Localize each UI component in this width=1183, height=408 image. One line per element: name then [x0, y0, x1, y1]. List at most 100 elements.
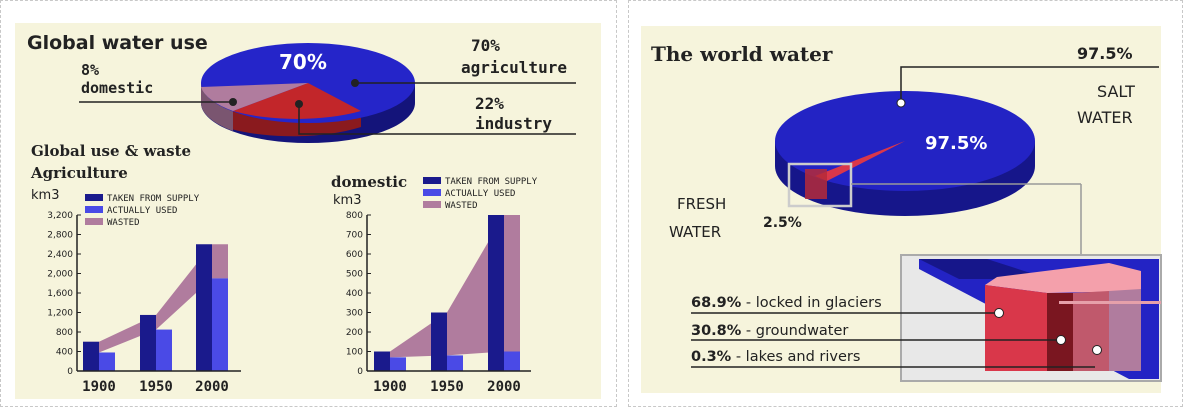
pie-salt-label: 97.5% [925, 133, 987, 154]
global-water-figure: Global water use 70% 70% agriculture 22%… [15, 23, 601, 399]
domestic-chart-title: domestic [331, 173, 407, 191]
y-tick-label: 2,000 [47, 270, 73, 280]
legend-taken-label: TAKEN FROM SUPPLY [445, 177, 538, 187]
fresh-breakdown: 68.9% - locked in glaciers 30.8% - groun… [691, 295, 1102, 368]
breakdown-glacier-label: 68.9% - locked in glaciers [691, 295, 882, 311]
salt-label-line2: WATER [1077, 108, 1133, 127]
y-tick-label: 2,400 [47, 250, 73, 260]
bar-used-1900 [390, 357, 406, 371]
domestic-leader-dot [229, 98, 237, 106]
breakdown-lakes-label: 0.3% - lakes and rivers [691, 349, 860, 365]
global-use-pie: 70% [201, 43, 415, 143]
y-tick-label: 500 [346, 270, 363, 280]
agriculture-ylabel: km3 [31, 188, 59, 203]
bar-used-2000 [504, 351, 520, 371]
agriculture-chart-title: Agriculture [30, 164, 128, 182]
agri-percent: 70% [471, 36, 500, 55]
agriculture-legend: TAKEN FROM SUPPLY ACTUALLY USED WASTED [85, 194, 200, 228]
domestic-ylabel: km3 [333, 193, 361, 208]
fresh-detail-zoom [900, 254, 1162, 382]
bar-taken-2000 [488, 215, 504, 371]
industry-leader-dot [295, 100, 303, 108]
y-tick-label: 1,600 [47, 289, 73, 299]
fresh-water-slice [815, 141, 905, 181]
salt-leader-dot [896, 98, 906, 108]
breakdown-lakes-dot [1092, 345, 1102, 355]
fresh-zoom-strip [805, 169, 827, 199]
bar-taken-1950 [431, 312, 447, 371]
bar-used-1950 [156, 329, 172, 371]
global-use-title: Global water use [27, 32, 208, 54]
legend-wasted-label: WASTED [445, 201, 478, 211]
fresh-label-line1: FRESH [677, 195, 726, 213]
breakdown-glacier-dot [994, 308, 1004, 318]
y-tick-label: 3,200 [47, 211, 73, 221]
industry-percent: 22% [475, 94, 504, 113]
bar-used-1900 [99, 352, 115, 371]
legend-swatch-wasted [423, 201, 441, 208]
domestic-chart: domestic km3 TAKEN FROM SUPPLY ACTUALLY … [331, 173, 538, 395]
pie-domestic-slice [201, 83, 308, 111]
x-tick-label: 2000 [487, 379, 521, 395]
x-tick-label: 1900 [373, 379, 407, 395]
y-tick-label: 400 [346, 289, 363, 299]
y-tick-label: 800 [346, 211, 363, 221]
pie-center-label: 70% [279, 50, 327, 74]
legend-swatch-used [85, 206, 103, 213]
bar-taken-2000 [196, 244, 212, 371]
wasted-area [374, 215, 520, 358]
section-title: Global use & waste [31, 142, 191, 160]
bar-used-1950 [447, 355, 463, 371]
y-tick-label: 300 [346, 309, 363, 319]
salt-label-line1: SALT [1097, 82, 1135, 101]
world-water-title: The world water [651, 42, 833, 66]
zoom-block-glacier [985, 285, 1047, 371]
x-tick-label: 1950 [139, 379, 173, 395]
legend-used-label: ACTUALLY USED [107, 206, 177, 216]
legend-wasted-label: WASTED [107, 218, 140, 228]
y-tick-label: 2,800 [47, 231, 73, 241]
world-water-figure: The world water 97.5% 97.5% SALT WATER F… [641, 26, 1162, 393]
world-water-pie: 97.5% [775, 91, 1035, 216]
domestic-label: domestic [81, 79, 153, 97]
y-tick-label: 800 [56, 328, 73, 338]
industry-label: industry [475, 114, 552, 133]
agri-label: agriculture [461, 58, 567, 77]
bar-used-2000 [212, 278, 228, 371]
wasted-area [83, 244, 228, 353]
y-tick-label: 600 [346, 250, 363, 260]
domestic-percent: 8% [81, 61, 99, 79]
x-tick-label: 1900 [82, 379, 116, 395]
y-tick-label: 0 [357, 367, 363, 377]
legend-swatch-used [423, 189, 441, 196]
y-tick-label: 700 [346, 231, 363, 241]
domestic-legend: TAKEN FROM SUPPLY ACTUALLY USED WASTED [423, 177, 538, 211]
x-tick-label: 2000 [195, 379, 229, 395]
y-tick-label: 100 [346, 348, 363, 358]
breakdown-groundwater-dot [1056, 335, 1066, 345]
zoom-block-highlight [1059, 301, 1161, 304]
global-water-panel: Global water use 70% 70% agriculture 22%… [0, 0, 617, 407]
legend-swatch-wasted [85, 218, 103, 225]
y-tick-label: 400 [56, 348, 73, 358]
zoom-block-groundwater-dark [1047, 293, 1073, 371]
breakdown-groundwater-label: 30.8% - groundwater [691, 323, 848, 339]
zoom-salt-edge [919, 259, 1049, 279]
bar-taken-1950 [140, 314, 156, 371]
y-tick-label: 1,200 [47, 309, 73, 319]
legend-swatch-taken [85, 194, 103, 201]
y-tick-label: 0 [67, 367, 73, 377]
salt-percent: 97.5% [1077, 44, 1133, 63]
agriculture-chart: Agriculture km3 TAKEN FROM SUPPLY ACTUAL… [30, 164, 241, 395]
zoom-block-lakes [1109, 289, 1141, 371]
fresh-zoom-frame [787, 162, 853, 208]
salt-leader-line [900, 66, 1159, 103]
x-tick-label: 1950 [430, 379, 464, 395]
legend-taken-label: TAKEN FROM SUPPLY [107, 194, 200, 204]
zoom-block-top [985, 263, 1141, 293]
industry-leader-line [298, 104, 576, 135]
bar-taken-1900 [83, 341, 99, 371]
legend-used-label: ACTUALLY USED [445, 189, 515, 199]
y-tick-label: 200 [346, 328, 363, 338]
bar-taken-1900 [374, 351, 390, 371]
